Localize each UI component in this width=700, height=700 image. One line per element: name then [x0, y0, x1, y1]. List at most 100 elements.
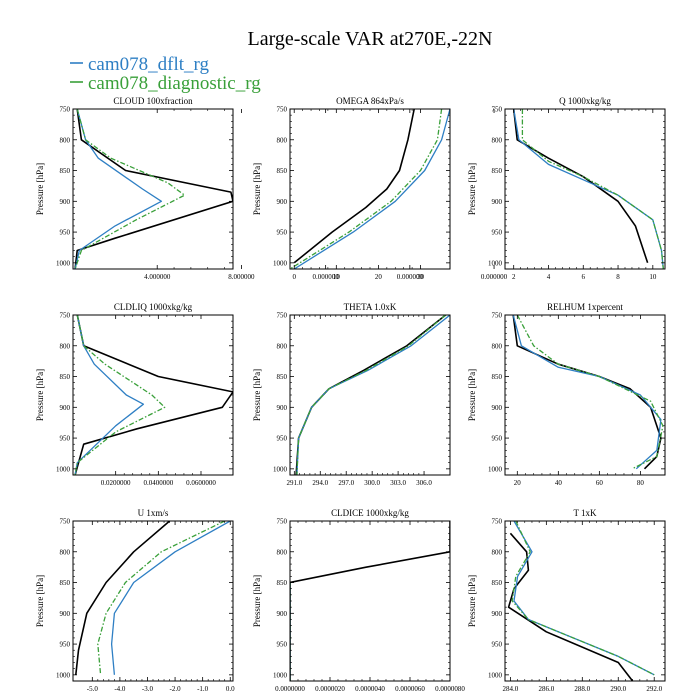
x-tick-label: 300.0 [364, 479, 380, 487]
x-tick-label: 40 [555, 479, 563, 487]
x-tick-label: 20 [375, 273, 383, 281]
y-tick-label: 950 [60, 229, 71, 237]
plot-frame [504, 520, 666, 682]
x-tick-label: 0.000000 [481, 273, 508, 281]
panel-title: THETA 1.0xK [344, 302, 397, 312]
y-tick-label: 1000 [56, 465, 71, 473]
y-tick-label: 750 [492, 106, 503, 114]
y-tick-label: 800 [277, 342, 288, 350]
panel-title: T 1xK [573, 508, 597, 518]
x-tick-label: 0.0200000 [101, 479, 131, 487]
x-tick-label: 6 [582, 273, 586, 281]
x-tick-label: 30 [417, 273, 425, 281]
y-tick-label: 800 [277, 136, 288, 144]
y-tick-label: 900 [60, 404, 71, 412]
y-tick-label: 950 [277, 641, 288, 649]
series-group [290, 109, 450, 269]
y-tick-label: 900 [60, 610, 71, 618]
series-group [512, 109, 664, 269]
series-line-reference [512, 109, 649, 264]
series-group [290, 521, 450, 681]
y-tick-label: 950 [492, 435, 503, 443]
y-tick-label: 950 [60, 435, 71, 443]
y-tick-label: 950 [277, 229, 288, 237]
x-tick-label: -1.0 [197, 685, 209, 693]
x-tick-label: 0.0000060 [395, 685, 425, 693]
y-tick-label: 800 [492, 548, 503, 556]
y-tick-label: 1000 [56, 259, 71, 267]
series-line-diagnostic [97, 521, 225, 675]
legend-label-dflt: cam078_dflt_rg [88, 54, 210, 75]
x-tick-label: 0.0 [226, 685, 235, 693]
y-tick-label: 800 [60, 136, 71, 144]
y-tick-label: 850 [492, 167, 503, 175]
series-line-diagnostic [516, 315, 664, 470]
x-tick-label: -5.0 [87, 685, 99, 693]
series-line-reference [290, 521, 450, 681]
figure-title: Large-scale VAR at270E,-22N [248, 28, 493, 50]
x-tick-label: 291.0 [286, 479, 302, 487]
y-tick-label: 850 [60, 579, 71, 587]
panel-title: Q 1000xkg/kg [559, 96, 611, 106]
panel-title: CLDICE 1000xkg/kg [331, 508, 409, 518]
plot-frame [72, 314, 234, 476]
panel-title: U 1xm/s [138, 508, 169, 518]
legend-item-diagnostic: cam078_diagnostic_rg [70, 73, 261, 94]
x-tick-label: 0.0000080 [435, 685, 465, 693]
series-line-reference [74, 315, 233, 475]
y-tick-label: 1000 [488, 465, 503, 473]
x-tick-label: 0.0000020 [315, 685, 345, 693]
y-tick-label: 850 [60, 373, 71, 381]
y-tick-label: 950 [277, 435, 288, 443]
y-tick-label: 750 [60, 106, 71, 114]
plot-frame [72, 108, 234, 270]
legend-label-diagnostic: cam078_diagnostic_rg [88, 73, 261, 94]
y-tick-label: 1000 [273, 465, 288, 473]
plot-frame [289, 520, 451, 682]
x-tick-label: 303.0 [390, 479, 406, 487]
y-tick-label: 1000 [488, 671, 503, 679]
panel: OMEGA 864xPa/s Pressure [hPa] 750 800 850 900… [252, 96, 451, 281]
x-tick-label: 294.0 [312, 479, 328, 487]
series-line-dflt [512, 315, 662, 470]
y-axis-label: Pressure [hPa] [467, 369, 477, 421]
x-tick-label: -4.0 [114, 685, 126, 693]
y-tick-label: 950 [60, 641, 71, 649]
y-axis-label: Pressure [hPa] [467, 163, 477, 215]
y-tick-label: 1000 [273, 259, 288, 267]
y-tick-label: 850 [277, 167, 288, 175]
panel: RELHUM 1xpercent Pressure [hPa] 750 800 850 9… [467, 302, 666, 487]
series-group [295, 315, 450, 475]
y-tick-label: 850 [277, 579, 288, 587]
y-tick-label: 950 [492, 229, 503, 237]
series-line-diagnostic [290, 109, 443, 269]
x-tick-label: 290.0 [610, 685, 626, 693]
x-tick-label: 20 [514, 479, 522, 487]
y-tick-label: 900 [277, 610, 288, 618]
x-tick-label: 286.0 [538, 685, 554, 693]
series-line-diagnostic [521, 109, 664, 269]
y-tick-label: 900 [277, 404, 288, 412]
series-line-dflt [296, 315, 450, 475]
legend-item-dflt: cam078_dflt_rg [70, 54, 210, 75]
x-tick-label: 0.0000040 [355, 685, 385, 693]
x-tick-label: 306.0 [416, 479, 432, 487]
panel: CLOUD 100xfraction Pressure [hPa] 750 800 85… [35, 96, 508, 281]
y-tick-label: 800 [492, 136, 503, 144]
plot-frame [72, 520, 234, 682]
series-line-reference [293, 109, 415, 264]
y-tick-label: 850 [60, 167, 71, 175]
x-tick-label: 0.0000000 [275, 685, 305, 693]
x-tick-label: 80 [637, 479, 645, 487]
y-axis-label: Pressure [hPa] [252, 369, 262, 421]
y-tick-label: 750 [60, 518, 71, 526]
x-tick-label: 297.0 [338, 479, 354, 487]
y-tick-label: 750 [277, 106, 288, 114]
panel-title: OMEGA 864xPa/s [336, 96, 404, 106]
series-line-dflt [513, 109, 664, 269]
y-axis-label: Pressure [hPa] [252, 163, 262, 215]
x-tick-label: 8.000000 [228, 273, 255, 281]
panel: CLDLIQ 1000xkg/kg Pressure [hPa] 750 800 850… [35, 302, 234, 487]
